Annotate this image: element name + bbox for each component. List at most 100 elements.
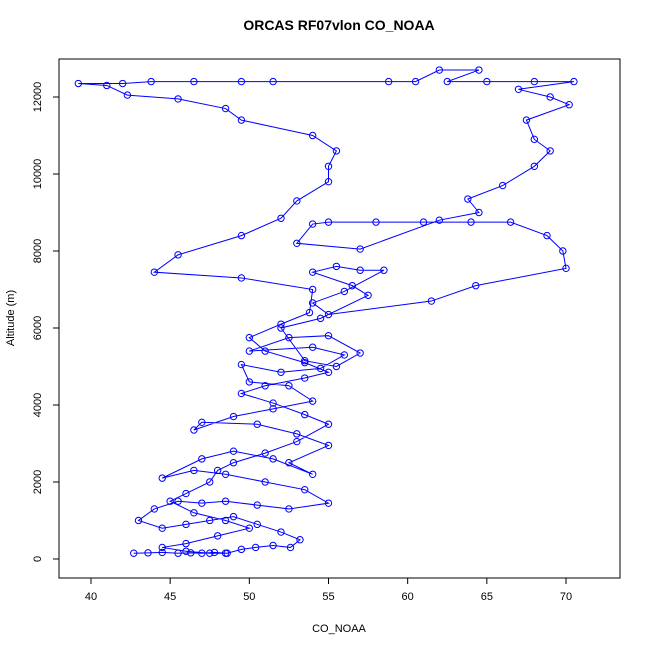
data-point — [286, 543, 295, 552]
data-point — [562, 264, 570, 273]
data-point — [261, 478, 269, 486]
data-point — [190, 509, 198, 517]
data-point — [269, 77, 277, 86]
data-point — [308, 299, 317, 307]
data-point — [182, 489, 190, 498]
data-point — [261, 449, 269, 457]
data-point — [472, 281, 480, 290]
data-point — [293, 437, 301, 446]
data-point — [530, 135, 539, 144]
data-point — [182, 539, 190, 548]
data-point — [301, 410, 309, 419]
x-axis-label: CO_NOAA — [312, 623, 366, 635]
data-point — [506, 218, 515, 226]
x-tick-label: 60 — [402, 591, 414, 603]
data-point — [245, 333, 254, 342]
data-point — [308, 285, 317, 294]
data-point — [277, 214, 285, 222]
data-point — [118, 79, 127, 88]
x-tick-label: 50 — [243, 591, 255, 603]
y-tick-label: 4000 — [32, 393, 44, 417]
data-point — [475, 66, 483, 74]
data-point — [269, 541, 277, 550]
y-tick-label: 6000 — [32, 316, 44, 340]
data-point — [356, 349, 364, 357]
data-line — [78, 69, 574, 554]
data-point — [206, 478, 214, 486]
data-point — [166, 497, 174, 505]
data-point — [174, 549, 182, 557]
data-point — [221, 104, 230, 113]
data-point — [198, 418, 206, 427]
data-point — [147, 77, 155, 86]
data-point — [221, 470, 230, 478]
data-point — [245, 378, 254, 386]
data-point — [277, 320, 285, 328]
data-point — [285, 459, 293, 467]
data-point — [158, 524, 166, 532]
data-point — [130, 549, 138, 557]
plot-frame — [58, 58, 621, 579]
data-point — [324, 499, 333, 507]
data-point — [308, 268, 317, 276]
data-point — [372, 218, 380, 226]
data-point — [301, 357, 309, 365]
data-point — [464, 195, 472, 203]
data-point — [324, 310, 333, 319]
data-point — [285, 505, 293, 513]
data-point — [237, 360, 246, 369]
data-point — [213, 532, 222, 540]
data-point — [293, 197, 301, 205]
data-point — [237, 116, 246, 124]
data-point — [301, 358, 309, 367]
data-point — [340, 351, 349, 359]
data-point — [182, 547, 190, 555]
data-point — [308, 131, 317, 140]
y-axis-label: Altitude (m) — [5, 290, 17, 346]
data-point — [308, 470, 317, 478]
data-point — [182, 520, 190, 529]
data-point — [158, 474, 166, 482]
data-point — [332, 262, 341, 271]
data-point — [467, 218, 475, 226]
data-point — [316, 364, 325, 373]
data-point — [324, 162, 333, 170]
data-point — [237, 77, 246, 86]
data-point — [144, 549, 152, 557]
data-point — [158, 543, 166, 552]
data-point — [221, 497, 230, 505]
data-point — [221, 516, 230, 525]
data-point — [103, 81, 111, 90]
y-tick-label: 8000 — [32, 239, 44, 263]
data-point — [559, 247, 567, 255]
data-point — [435, 216, 444, 224]
data-point — [190, 466, 198, 475]
data-point — [174, 251, 182, 259]
data-point — [174, 497, 182, 505]
data-point — [356, 245, 364, 253]
data-point — [229, 447, 238, 455]
data-point — [316, 314, 325, 323]
data-point — [237, 545, 246, 554]
data-point — [530, 77, 539, 86]
data-point — [543, 231, 551, 240]
data-point — [213, 466, 222, 475]
data-point — [308, 397, 317, 405]
data-point — [285, 382, 293, 390]
data-point — [237, 231, 246, 240]
data-point — [187, 549, 195, 557]
data-point — [253, 420, 261, 428]
y-tick-label: 2000 — [32, 470, 44, 494]
data-point — [324, 441, 333, 450]
data-point — [364, 291, 372, 299]
data-point — [198, 499, 206, 507]
data-point — [308, 220, 317, 228]
data-point — [150, 505, 159, 513]
data-point — [443, 77, 451, 86]
data-point — [261, 382, 269, 390]
y-tick-label: 0 — [32, 556, 44, 562]
data-point — [514, 85, 523, 93]
data-point — [498, 181, 507, 190]
data-point — [229, 459, 238, 467]
data-point — [158, 548, 166, 557]
